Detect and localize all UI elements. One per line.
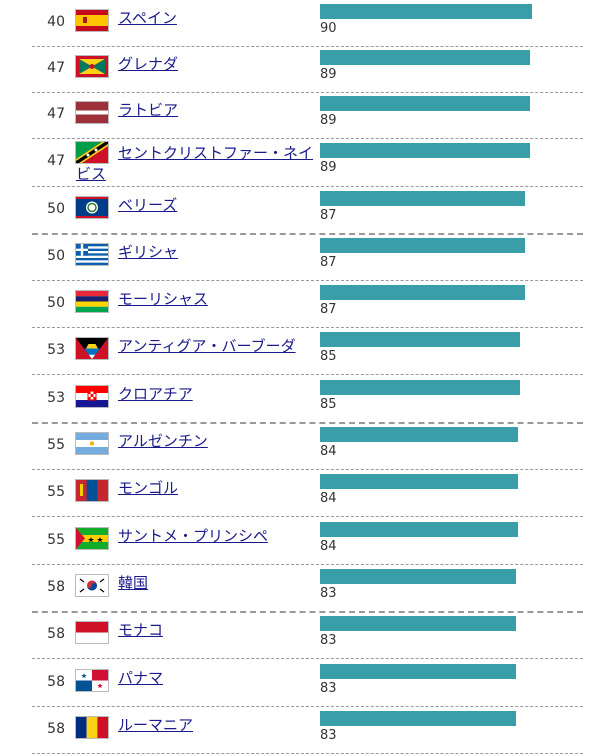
latvia-flag-icon xyxy=(76,102,108,123)
score-value: 87 xyxy=(320,208,337,223)
score-bar xyxy=(320,711,516,726)
rank-number: 50 xyxy=(47,248,65,264)
mauritius-flag-icon xyxy=(76,291,108,312)
country-link[interactable]: サントメ・プリンシペ xyxy=(118,527,269,545)
score-value: 83 xyxy=(320,728,337,743)
country-link[interactable]: パナマ xyxy=(118,669,164,687)
rank-number: 55 xyxy=(47,532,65,548)
score-bar xyxy=(320,50,530,65)
rank-number: 47 xyxy=(47,106,65,122)
list-item: 47 ラトビア 89 xyxy=(32,92,583,139)
south-korea-flag-icon xyxy=(76,575,108,596)
score-bar xyxy=(320,474,518,489)
score-bar xyxy=(320,332,520,347)
rank-number: 58 xyxy=(47,721,65,737)
list-item: 53 アンティグア・バーブーダ 85 xyxy=(32,328,583,375)
country-link[interactable]: グレナダ xyxy=(118,55,179,73)
country-link[interactable]: モーリシャス xyxy=(118,290,209,308)
country-link[interactable]: モンゴル xyxy=(118,479,179,497)
list-item: 55 アルゼンチン 84 xyxy=(32,423,583,470)
score-bar xyxy=(320,285,525,300)
score-value: 89 xyxy=(320,67,337,82)
country-link[interactable]: 韓国 xyxy=(118,574,149,592)
country-link[interactable]: セントクリストファー・ネイビス xyxy=(76,144,314,183)
score-bar xyxy=(320,664,516,679)
rank-number: 58 xyxy=(47,674,65,690)
score-bar xyxy=(320,4,532,19)
score-bar xyxy=(320,380,520,395)
antigua-and-barbuda-flag-icon xyxy=(76,338,108,359)
score-bar xyxy=(320,143,530,158)
rank-number: 40 xyxy=(47,14,65,30)
croatia-flag-icon xyxy=(76,386,108,407)
country-link[interactable]: アルゼンチン xyxy=(118,432,208,450)
list-item: 50 ギリシャ 87 xyxy=(32,234,583,281)
country-link[interactable]: アンティグア・バーブーダ xyxy=(118,337,296,355)
score-bar xyxy=(320,427,518,442)
country-link[interactable]: モナコ xyxy=(118,621,164,639)
rank-number: 50 xyxy=(47,201,65,217)
list-item: 58 韓国 83 xyxy=(32,565,583,613)
grenada-flag-icon xyxy=(76,56,108,77)
argentina-flag-icon xyxy=(76,433,108,454)
list-item: 58 ルーマニア 83 xyxy=(32,707,583,754)
rank-number: 55 xyxy=(47,437,65,453)
country-link[interactable]: クロアチア xyxy=(118,385,193,403)
rank-number: 47 xyxy=(47,153,65,169)
rank-number: 47 xyxy=(47,60,65,76)
list-item: 47 グレナダ 89 xyxy=(32,46,583,93)
rank-number: 53 xyxy=(47,342,65,358)
list-item: 50 モーリシャス 87 xyxy=(32,281,583,328)
score-bar xyxy=(320,522,518,537)
country-link[interactable]: スペイン xyxy=(118,9,177,27)
mongolia-flag-icon xyxy=(76,480,108,501)
list-item: 55 モンゴル 84 xyxy=(32,470,583,517)
country-link[interactable]: ベリーズ xyxy=(118,196,178,214)
rank-number: 58 xyxy=(47,626,65,642)
score-value: 84 xyxy=(320,539,337,554)
belize-flag-icon xyxy=(76,197,108,218)
rank-number: 58 xyxy=(47,579,65,595)
score-value: 89 xyxy=(320,160,337,175)
score-value: 83 xyxy=(320,681,337,696)
score-bar xyxy=(320,569,516,584)
list-item: 58 モナコ 83 xyxy=(32,612,583,659)
list-item: 53 クロアチア 85 xyxy=(32,376,583,424)
score-value: 85 xyxy=(320,397,337,412)
spain-flag-icon xyxy=(76,10,108,31)
score-bar xyxy=(320,238,525,253)
panama-flag-icon xyxy=(76,670,108,691)
score-value: 87 xyxy=(320,302,337,317)
romania-flag-icon xyxy=(76,717,108,738)
monaco-flag-icon xyxy=(76,622,108,643)
saint-kitts-and-nevis-flag-icon xyxy=(76,142,108,163)
score-value: 83 xyxy=(320,633,337,648)
score-bar xyxy=(320,616,516,631)
greece-flag-icon xyxy=(76,244,108,265)
rank-number: 55 xyxy=(47,484,65,500)
rank-number: 50 xyxy=(47,295,65,311)
score-value: 90 xyxy=(320,21,337,36)
score-bar xyxy=(320,96,530,111)
country-link[interactable]: ラトビア xyxy=(118,101,179,119)
score-value: 85 xyxy=(320,349,337,364)
score-value: 87 xyxy=(320,255,337,270)
country-link[interactable]: ルーマニア xyxy=(118,716,194,734)
score-bar xyxy=(320,191,525,206)
score-value: 84 xyxy=(320,444,337,459)
score-value: 83 xyxy=(320,586,337,601)
score-value: 84 xyxy=(320,491,337,506)
list-item: 58 パナマ 83 xyxy=(32,660,583,707)
score-value: 89 xyxy=(320,113,337,128)
country-link[interactable]: ギリシャ xyxy=(118,243,179,261)
rank-number: 53 xyxy=(47,390,65,406)
list-item: 47 セントクリストファー・ネイビス 89 xyxy=(32,139,583,187)
sao-tome-and-principe-flag-icon xyxy=(76,528,108,549)
list-item: 40 スペイン 90 xyxy=(32,0,583,47)
list-item: 55 サントメ・プリンシペ 84 xyxy=(32,518,583,565)
list-item: 50 ベリーズ 87 xyxy=(32,187,583,235)
